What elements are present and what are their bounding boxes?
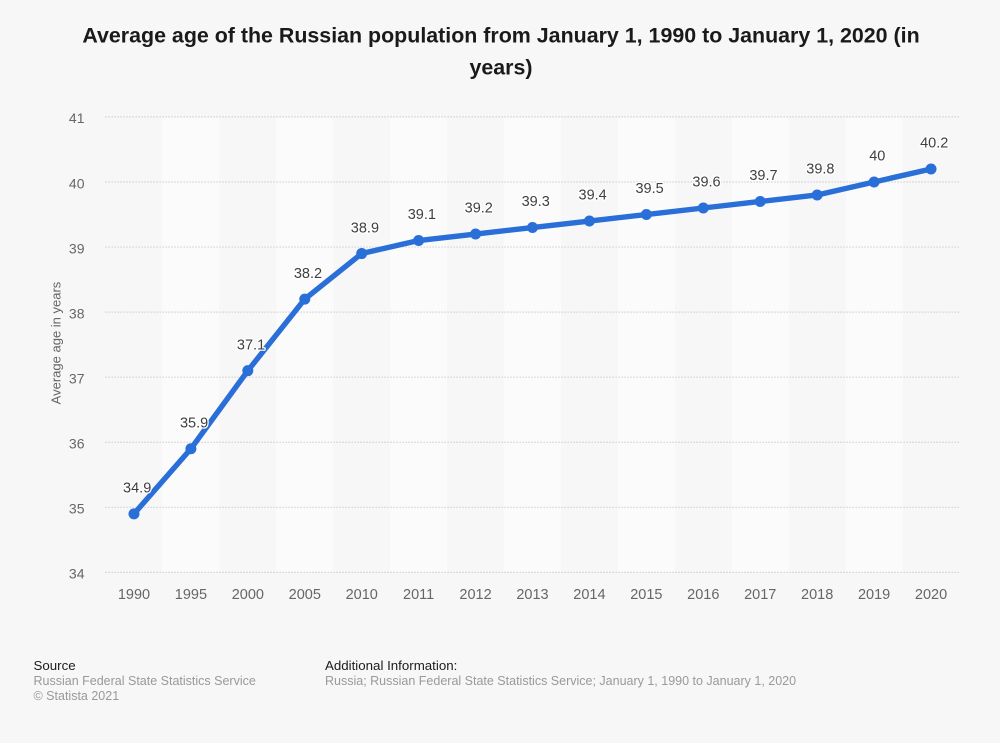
svg-text:38: 38 (69, 305, 85, 321)
svg-text:2000: 2000 (232, 587, 264, 603)
svg-text:39: 39 (69, 240, 85, 256)
svg-text:39.4: 39.4 (579, 188, 607, 204)
svg-text:2019: 2019 (858, 587, 890, 603)
svg-text:39.3: 39.3 (522, 194, 550, 210)
svg-text:37: 37 (69, 370, 85, 386)
svg-text:Average age in years: Average age in years (49, 281, 64, 404)
svg-text:Russia; Russian Federal State: Russia; Russian Federal State Statistics… (325, 674, 796, 688)
svg-text:39.1: 39.1 (408, 207, 436, 223)
svg-text:41: 41 (69, 110, 85, 126)
svg-text:Russian Federal State Statisti: Russian Federal State Statistics Service (34, 674, 256, 688)
svg-text:2014: 2014 (573, 587, 605, 603)
svg-text:2013: 2013 (516, 587, 548, 603)
svg-text:2015: 2015 (630, 587, 662, 603)
svg-text:39.6: 39.6 (692, 175, 720, 191)
svg-text:40.2: 40.2 (920, 136, 948, 152)
svg-text:2018: 2018 (801, 587, 833, 603)
svg-text:39.8: 39.8 (806, 162, 834, 178)
svg-text:2010: 2010 (346, 587, 378, 603)
svg-text:Additional Information:: Additional Information: (325, 658, 457, 673)
svg-text:34: 34 (69, 566, 85, 582)
svg-text:© Statista 2021: © Statista 2021 (34, 689, 120, 703)
svg-text:35.9: 35.9 (180, 415, 208, 431)
svg-text:34.9: 34.9 (123, 481, 151, 497)
svg-text:Source: Source (34, 658, 76, 673)
svg-text:1995: 1995 (175, 587, 207, 603)
svg-text:years): years) (469, 56, 532, 80)
svg-text:38.9: 38.9 (351, 220, 379, 236)
svg-text:37.1: 37.1 (237, 337, 265, 353)
svg-text:1990: 1990 (118, 587, 150, 603)
svg-text:38.2: 38.2 (294, 266, 322, 282)
svg-text:2005: 2005 (289, 587, 321, 603)
svg-text:40: 40 (69, 175, 85, 191)
svg-text:36: 36 (69, 436, 85, 452)
svg-text:2011: 2011 (403, 587, 434, 603)
svg-text:39.2: 39.2 (465, 201, 493, 217)
svg-text:Average age of the Russian pop: Average age of the Russian population fr… (82, 23, 919, 47)
svg-text:39.7: 39.7 (749, 168, 777, 184)
svg-text:40: 40 (869, 149, 885, 165)
svg-text:39.5: 39.5 (635, 181, 663, 197)
svg-text:2016: 2016 (687, 587, 719, 603)
svg-text:2020: 2020 (915, 587, 947, 603)
svg-text:2012: 2012 (459, 587, 491, 603)
svg-text:35: 35 (69, 501, 85, 517)
svg-text:2017: 2017 (744, 587, 776, 603)
